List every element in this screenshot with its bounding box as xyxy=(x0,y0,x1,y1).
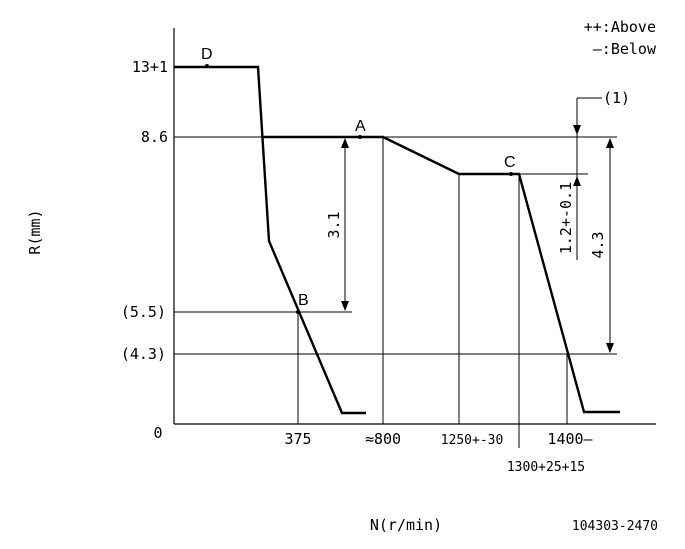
point-a-label: A xyxy=(355,118,366,135)
legend-above: ++:Above xyxy=(584,18,656,36)
y-tick-4-3: (4.3) xyxy=(121,345,166,363)
point-d-marker xyxy=(205,64,209,68)
x-tick-375: 375 xyxy=(284,430,311,448)
drawing-code: 104303-2470 xyxy=(572,519,658,534)
dim-3-1-arrow-bottom xyxy=(341,301,349,311)
callout-label: (1) xyxy=(603,89,630,107)
x-tick-1300: 1300+25+15 xyxy=(507,460,585,475)
dim-1-2-arrow-top xyxy=(573,125,581,135)
point-b-marker xyxy=(296,310,300,314)
origin-label: 0 xyxy=(153,424,162,442)
y-axis-title: R(mm) xyxy=(26,209,44,254)
x-tick-1250: 1250+-30 xyxy=(441,433,504,448)
point-a-marker xyxy=(358,135,362,139)
point-c-label: C xyxy=(504,154,516,171)
x-tick-1400: 1400— xyxy=(547,430,593,448)
y-tick-5-5: (5.5) xyxy=(121,303,166,321)
dim-4-3-label: 4.3 xyxy=(589,231,607,258)
x-axis-title: N(r/min) xyxy=(370,516,442,534)
legend-below: —:Below xyxy=(593,40,657,58)
dim-4-3-arrow-top xyxy=(606,138,614,148)
point-c-marker xyxy=(509,172,513,176)
dim-1-2-label: 1.2+-0.1 xyxy=(557,182,575,254)
x-tick-800: ≈800 xyxy=(365,430,401,448)
dim-3-1-label: 3.1 xyxy=(325,211,343,238)
dim-3-1-arrow-top xyxy=(341,138,349,148)
dim-4-3-arrow-bottom xyxy=(606,343,614,353)
dim-1-2-arrow-bottom xyxy=(573,176,581,186)
point-d-label: D xyxy=(201,46,213,63)
y-tick-13: 13+1 xyxy=(132,58,168,76)
curve-start xyxy=(174,65,366,415)
curve-governor xyxy=(262,135,620,414)
y-tick-8-6: 8.6 xyxy=(141,128,168,146)
point-b-label: B xyxy=(298,292,309,309)
